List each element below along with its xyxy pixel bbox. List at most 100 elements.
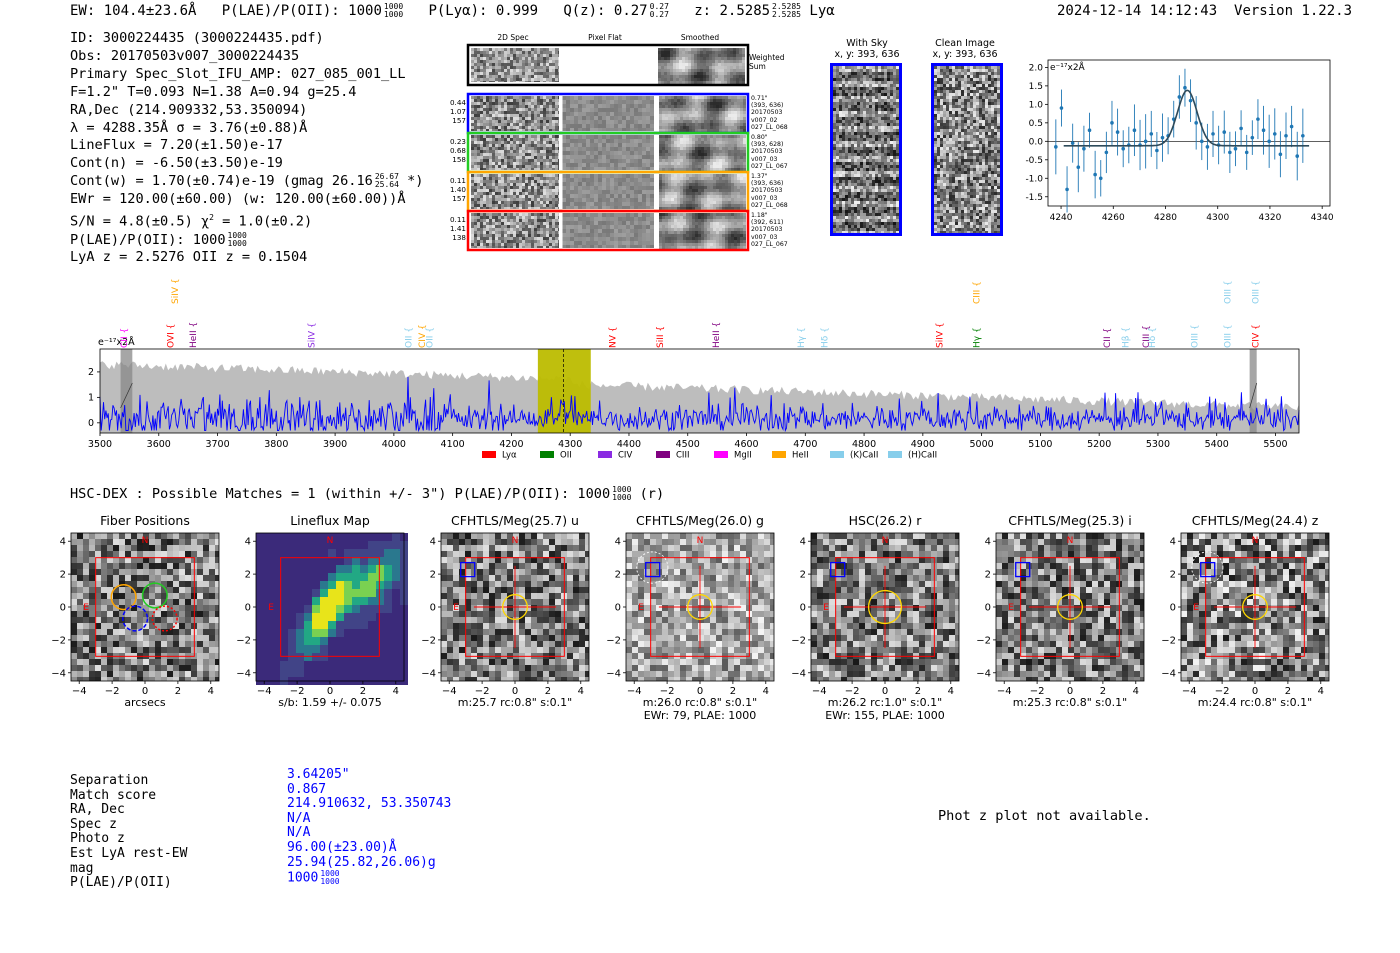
- cutout-caption: m:25.3 rc:0.8" s:0.1": [1012, 696, 1128, 709]
- cutout-xtick-label: −2: [845, 686, 860, 697]
- fit-unit-label: e⁻¹⁷x2Å: [1050, 61, 1086, 73]
- cutout-ytick-label: −4: [606, 668, 621, 679]
- fiber-circle: [141, 582, 168, 609]
- fit-data-point: [1177, 95, 1182, 99]
- aperture-box: [1205, 557, 1305, 657]
- cutout-ytick-label: 0: [615, 603, 621, 614]
- fit-ytick-label: -1.0: [1025, 174, 1043, 184]
- header-right: 2024-12-14 14:12:43 Version 1.22.3: [1057, 3, 1352, 19]
- counterpart-box: [1015, 561, 1031, 578]
- fit-data-point: [1233, 146, 1238, 151]
- cutout-caption: m:24.4 rc:0.8" s:0.1": [1197, 696, 1313, 709]
- spectrum-frame: [99, 348, 1300, 434]
- cutout-ytick-label: −2: [421, 635, 436, 646]
- cutout-title: Lineflux Map: [290, 513, 370, 528]
- fit-data-point: [1115, 130, 1120, 134]
- fiber-row-left-label: 0.11 1.40 157: [449, 176, 466, 203]
- fiber-row-right-label: 1.37" (393, 636) 20170503 v007_03 027_LL_068: [751, 173, 788, 209]
- cutout-xtick-label: 2: [730, 686, 736, 697]
- header-z: z: 2.5285: [694, 3, 771, 19]
- spectral-line-label: SiIV {: [171, 278, 181, 304]
- cutout-xtick-label: 0: [1252, 686, 1258, 697]
- spectral-line-label: SiIV {: [308, 322, 318, 348]
- version: Version 1.22.3: [1234, 3, 1353, 19]
- fit-data-point: [1059, 106, 1064, 110]
- spectrum-xtick-label: 4200: [499, 439, 523, 450]
- cutout-xtick-label: 4: [578, 686, 584, 697]
- spec2d-panel: 2D Spec Pixel Flat Smoothed Weighted Sum…: [440, 33, 800, 255]
- east-label: E: [453, 603, 459, 613]
- fit-data-point: [1087, 128, 1092, 133]
- fit-data-point: [1295, 154, 1300, 158]
- north-label: N: [327, 536, 334, 546]
- cutout-xtick-label: 0: [142, 686, 148, 697]
- column-gap: [560, 96, 563, 131]
- fiber-pixelflat-image: [562, 213, 654, 248]
- cutout-ytick-label: 0: [800, 603, 806, 614]
- hsc-dex-line: HSC-DEX : Possible Matches = 1 (within +…: [70, 485, 665, 503]
- counterpart-box: [830, 561, 846, 578]
- source-aperture: [1057, 594, 1083, 620]
- fit-data-point: [1284, 133, 1288, 138]
- fit-plot-frame: [1047, 59, 1331, 207]
- spectral-line-label: Hδ {: [821, 327, 831, 348]
- masked-region: [120, 349, 133, 433]
- spec2d-images: [466, 43, 750, 252]
- fit-ytick-label: -0.5: [1025, 156, 1043, 166]
- fit-data-point: [1076, 165, 1081, 169]
- cutout-ytick-label: −4: [421, 668, 436, 679]
- spectral-line-label: CIII {: [1142, 325, 1152, 348]
- cutout-ytick-label: −4: [1161, 668, 1176, 679]
- fit-ytick-label: 1.5: [1029, 82, 1043, 92]
- spec2d-row-labels: 0.44 1.07 157 0.71" (393, 636) 20170503 v007_0…: [440, 33, 800, 255]
- weighted-2dspec-image: [471, 48, 559, 82]
- cutout-ytick-label: −4: [791, 668, 806, 679]
- cutout-xtick-label: 0: [512, 686, 518, 697]
- cutout-xtick-label: 0: [1067, 686, 1073, 697]
- match-table-value: N/A: [287, 810, 311, 826]
- spectral-line-label: CII {: [1103, 328, 1113, 348]
- spectrum-xtick-label: 4700: [793, 439, 817, 450]
- cutout-xtick-label: 2: [1100, 686, 1106, 697]
- cutout-ytick-label: 4: [1170, 537, 1176, 548]
- cutout-xtick-label: 2: [175, 686, 181, 697]
- cutout-pixels: [626, 533, 774, 681]
- fiber-circle: [151, 605, 178, 632]
- clean-image-title: Clean Image x, y: 393, 636: [932, 38, 998, 60]
- cutout-pixels: [811, 533, 959, 681]
- cutout-xtick-label: 2: [915, 686, 921, 697]
- spectral-line-label: HeII {: [189, 322, 199, 348]
- cutout-xtick-label: −4: [627, 686, 642, 697]
- spectral-line-label: OII {: [426, 327, 436, 348]
- cutout-image-panel: N E −4 −4 −2 −2 0 0 2 2 4 4: [976, 532, 1145, 697]
- fit-data-point: [1261, 128, 1266, 133]
- spectrum-xtick-label: 5000: [970, 439, 994, 450]
- weighted-pixelflat-image: [560, 48, 656, 82]
- cutout-caption: m:25.7 rc:0.8" s:0.1": [457, 696, 573, 709]
- cutout-xtick-label: −4: [997, 686, 1012, 697]
- weighted-smoothed-image: [658, 48, 745, 84]
- info-plae: P(LAE)/P(OII): 1000 1000 1000: [70, 230, 247, 248]
- spectrum-xtick-label: 4300: [558, 439, 582, 450]
- header-plya: P(Lyα): 0.999: [428, 3, 539, 19]
- spectral-line-label: OII {: [405, 327, 415, 348]
- spectrum-xtick-label: 4900: [911, 439, 935, 450]
- fit-data-point: [1211, 132, 1215, 136]
- masked-hatch: [120, 382, 133, 409]
- cutout-xtick-label: 4: [393, 686, 399, 697]
- cutout-ytick-label: −2: [1161, 635, 1176, 646]
- spectral-line-label: OIII {: [1223, 324, 1233, 348]
- spectrum-error-envelope: [100, 361, 1299, 433]
- match-table-value: 1000 1000 1000: [287, 869, 340, 887]
- cutout-image-panel: N E −4 −4 −2 −2 0 0 2 2 4 4: [51, 532, 220, 697]
- fiber-2dspec-image: [471, 174, 559, 209]
- fiber-smoothed-image: [659, 213, 746, 249]
- fit-xtick-label: 4260: [1102, 213, 1125, 223]
- legend-label: (H)CaII: [908, 451, 937, 461]
- cutout-caption: s/b: 1.59 +/- 0.075: [278, 696, 382, 709]
- match-table-values: 3.64205" 0.867 214.910632, 53.350743 N/A N/A…: [287, 767, 451, 887]
- cutout-ytick-label: 0: [430, 603, 436, 614]
- cutout-ytick-label: 4: [985, 537, 991, 548]
- cutout-ytick-label: −2: [976, 635, 991, 646]
- match-table-label: P(LAE)/P(OII): [70, 875, 172, 891]
